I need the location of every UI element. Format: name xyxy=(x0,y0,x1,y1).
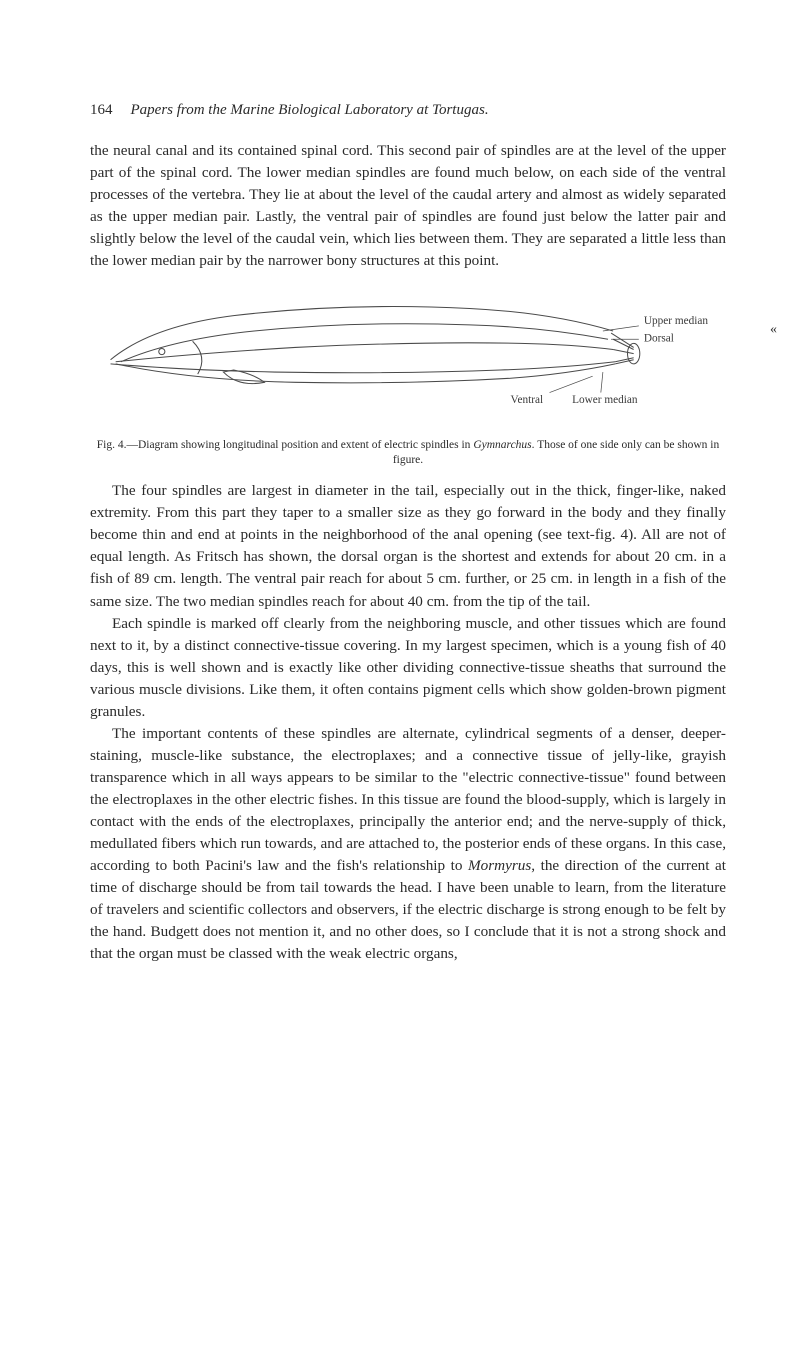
page-header: 164 Papers from the Marine Biological La… xyxy=(90,100,726,122)
figure-caption: Fig. 4.—Diagram showing longitudinal pos… xyxy=(90,438,726,468)
paragraph-4: The important contents of these spindles… xyxy=(90,723,726,965)
paragraph-3: Each spindle is marked off clearly from … xyxy=(90,613,726,723)
paragraph-4-italic: Mormyrus xyxy=(468,857,531,874)
paragraph-4-part1: The important contents of these spindles… xyxy=(90,725,726,874)
page-number: 164 xyxy=(90,100,113,122)
figure-4: Upper median Dorsal Ventral Lower median xyxy=(90,290,726,431)
paragraph-1: the neural canal and its contained spina… xyxy=(90,140,726,272)
caption-prefix: Fig. 4.—Diagram showing longitudinal pos… xyxy=(97,439,474,451)
fish-diagram-svg: Upper median Dorsal Ventral Lower median xyxy=(90,290,726,423)
label-lower-median: Lower median xyxy=(572,394,638,406)
label-dorsal: Dorsal xyxy=(644,332,674,344)
label-upper-median: Upper median xyxy=(644,315,708,327)
margin-symbol: « xyxy=(770,320,777,340)
caption-italic: Gymnarchus xyxy=(473,439,531,451)
header-title: Papers from the Marine Biological Labora… xyxy=(131,100,489,122)
paragraph-2: The four spindles are largest in diamete… xyxy=(90,480,726,612)
label-ventral: Ventral xyxy=(511,394,544,406)
